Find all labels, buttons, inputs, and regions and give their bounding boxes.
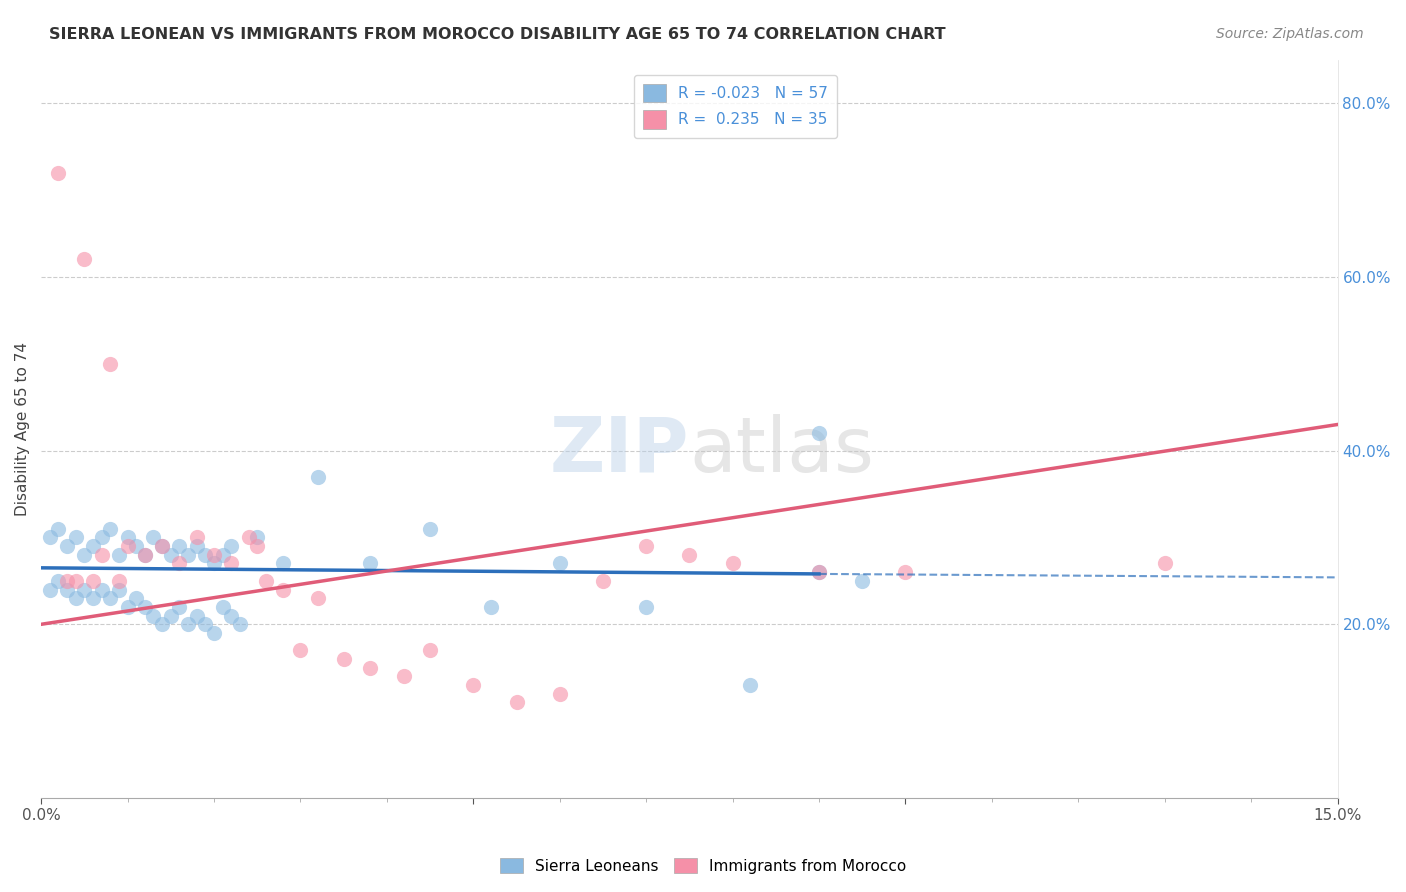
Point — [219, 608, 242, 623]
Legend: Sierra Leoneans, Immigrants from Morocco: Sierra Leoneans, Immigrants from Morocco — [494, 852, 912, 880]
Point — [359, 557, 381, 571]
Point — [142, 530, 165, 544]
Point — [169, 599, 191, 614]
Point — [186, 539, 208, 553]
Point — [56, 539, 79, 553]
Point — [108, 548, 131, 562]
Point — [186, 608, 208, 623]
Point — [150, 539, 173, 553]
Point — [65, 591, 87, 606]
Point — [359, 661, 381, 675]
Point — [808, 565, 831, 579]
Text: ZIP: ZIP — [550, 414, 689, 488]
Point — [98, 522, 121, 536]
Point — [271, 557, 294, 571]
Point — [48, 522, 70, 536]
Point — [65, 574, 87, 588]
Point — [392, 669, 415, 683]
Point — [332, 652, 354, 666]
Point — [808, 426, 831, 441]
Point — [238, 530, 260, 544]
Point — [307, 591, 329, 606]
Point — [1153, 557, 1175, 571]
Point — [73, 252, 96, 267]
Point — [808, 565, 831, 579]
Point — [169, 557, 191, 571]
Point — [194, 548, 217, 562]
Point — [548, 557, 571, 571]
Point — [82, 539, 104, 553]
Point — [219, 557, 242, 571]
Legend: R = -0.023   N = 57, R =  0.235   N = 35: R = -0.023 N = 57, R = 0.235 N = 35 — [634, 75, 838, 138]
Point — [738, 678, 761, 692]
Point — [636, 539, 658, 553]
Point — [117, 539, 139, 553]
Point — [90, 530, 112, 544]
Text: atlas: atlas — [689, 414, 875, 488]
Point — [108, 574, 131, 588]
Point — [142, 608, 165, 623]
Point — [56, 574, 79, 588]
Point — [108, 582, 131, 597]
Point — [211, 599, 233, 614]
Point — [90, 548, 112, 562]
Point — [73, 548, 96, 562]
Point — [125, 591, 148, 606]
Point — [548, 687, 571, 701]
Point — [98, 357, 121, 371]
Point — [134, 548, 156, 562]
Point — [117, 530, 139, 544]
Text: SIERRA LEONEAN VS IMMIGRANTS FROM MOROCCO DISABILITY AGE 65 TO 74 CORRELATION CH: SIERRA LEONEAN VS IMMIGRANTS FROM MOROCC… — [49, 27, 946, 42]
Point — [98, 591, 121, 606]
Point — [202, 557, 225, 571]
Point — [479, 599, 502, 614]
Point — [150, 539, 173, 553]
Point — [246, 539, 269, 553]
Point — [65, 530, 87, 544]
Point — [159, 548, 181, 562]
Point — [307, 469, 329, 483]
Point — [202, 548, 225, 562]
Point — [202, 626, 225, 640]
Point — [125, 539, 148, 553]
Point — [73, 582, 96, 597]
Point — [219, 539, 242, 553]
Y-axis label: Disability Age 65 to 74: Disability Age 65 to 74 — [15, 342, 30, 516]
Point — [82, 591, 104, 606]
Point — [177, 548, 200, 562]
Point — [169, 539, 191, 553]
Point — [38, 582, 60, 597]
Point — [419, 522, 441, 536]
Point — [48, 165, 70, 179]
Point — [636, 599, 658, 614]
Point — [254, 574, 277, 588]
Point — [592, 574, 614, 588]
Point — [894, 565, 917, 579]
Point — [463, 678, 485, 692]
Point — [194, 617, 217, 632]
Point — [90, 582, 112, 597]
Point — [117, 599, 139, 614]
Point — [134, 548, 156, 562]
Point — [56, 582, 79, 597]
Point — [246, 530, 269, 544]
Point — [851, 574, 873, 588]
Point — [271, 582, 294, 597]
Point — [186, 530, 208, 544]
Point — [229, 617, 252, 632]
Point — [177, 617, 200, 632]
Point — [48, 574, 70, 588]
Point — [721, 557, 744, 571]
Point — [38, 530, 60, 544]
Point — [82, 574, 104, 588]
Point — [678, 548, 700, 562]
Point — [134, 599, 156, 614]
Point — [419, 643, 441, 657]
Point — [290, 643, 312, 657]
Point — [211, 548, 233, 562]
Point — [159, 608, 181, 623]
Text: Source: ZipAtlas.com: Source: ZipAtlas.com — [1216, 27, 1364, 41]
Point — [505, 696, 527, 710]
Point — [150, 617, 173, 632]
